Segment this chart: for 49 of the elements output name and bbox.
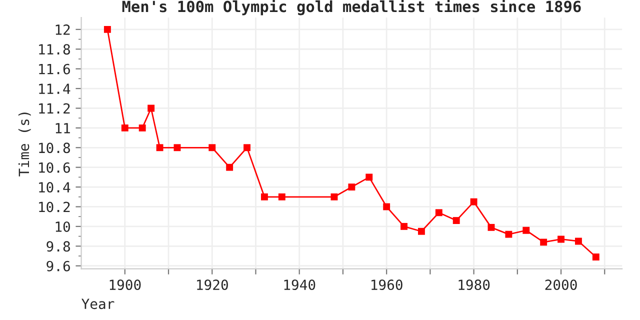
point [540,238,548,246]
point [383,203,390,210]
x-tick-label: 1940 [284,280,316,290]
chart-title: Men's 100m Olympic gold medallist times since 1896 [122,0,581,16]
x-tick-label: 1980 [458,280,490,290]
y-tick-label: 9.6 [46,260,70,272]
y-tick-label: 11.6 [39,64,70,74]
point [435,209,442,216]
point [244,144,250,152]
point [174,144,181,152]
y-tick-label: 11.4 [39,84,70,94]
x-tick-label: 2000 [545,280,577,290]
point [574,238,582,245]
point [418,228,425,235]
y-tick-label: 9.8 [46,241,70,252]
y-tick-label: 11.8 [39,44,70,55]
y-axis-title: Time (s) [18,112,31,176]
point [452,217,460,224]
y-tick-label: 11 [56,123,70,134]
point [148,104,155,112]
point [366,174,373,181]
point [522,226,530,234]
x-tick-label: 1960 [372,280,402,290]
y-tick-label: 10 [56,221,70,232]
point [278,193,286,200]
y-tick-label: 10.6 [39,162,70,173]
point [488,224,495,231]
point [260,193,268,200]
point [558,236,564,243]
point [104,26,111,33]
point [156,144,164,152]
x-tick-label: 1900 [110,280,141,290]
point [138,124,146,132]
point [470,198,478,206]
point [348,184,356,191]
point [330,193,338,200]
point [505,230,512,238]
x-tick-label: 1920 [197,280,228,290]
point [121,124,128,132]
y-tick-label: 10.4 [39,182,70,193]
x-axis-title: Year [82,298,114,310]
y-tick-label: 10.8 [39,142,70,154]
y-tick-label: 11.2 [39,103,70,114]
y-tick-label: 12 [56,24,70,35]
point [208,144,216,152]
y-tick-label: 10.2 [39,202,70,212]
point [592,254,600,260]
point [226,164,234,171]
point [400,222,408,230]
